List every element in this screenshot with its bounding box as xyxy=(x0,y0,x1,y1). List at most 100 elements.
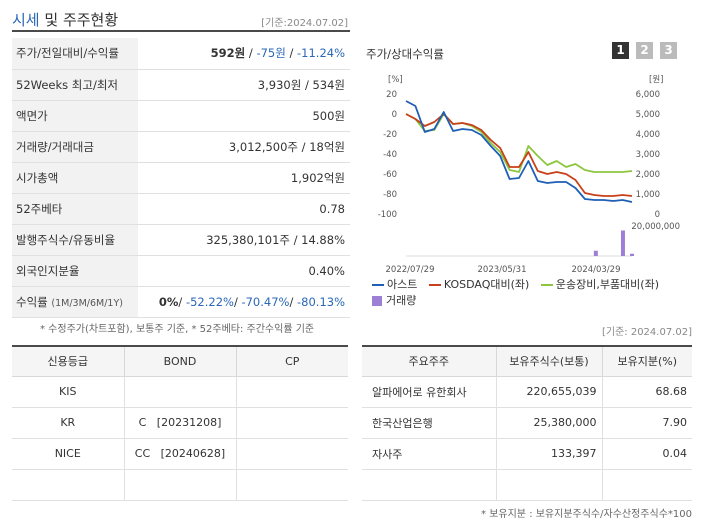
table-row: 수익률 (1M/3M/6M/1Y) 0%/ -52.22%/ -70.47%/ … xyxy=(12,286,350,318)
legend-swatch-kosdaq xyxy=(428,284,441,286)
return-label-period: (1M/3M/6M/1Y) xyxy=(51,297,123,309)
beta-label: 52주베타 xyxy=(12,193,138,225)
legend-label-stock: 아스트 xyxy=(387,278,418,291)
chart-title: 주가/상대수익률 xyxy=(366,47,444,61)
legend-swatch-sector xyxy=(540,284,553,286)
legend-label-sector: 운송장비,부품대비(좌) xyxy=(555,278,660,291)
table-row: 주가/전일대비/수익률 592원 / -75원 / -11.24% xyxy=(12,38,350,70)
holder-header-name: 주요주주 xyxy=(362,346,496,377)
y2-tick-label: 4,000 xyxy=(636,130,660,140)
legend-label-volume: 거래량 xyxy=(386,294,417,307)
rating-cp xyxy=(235,407,348,439)
y2-tick-label: 5,000 xyxy=(636,110,660,120)
par-label: 액면가 xyxy=(12,100,138,132)
x-tick-label: 2022/07/29 xyxy=(386,265,435,275)
return-label-text: 수익률 xyxy=(16,294,48,309)
rating-agency: KIS xyxy=(12,376,124,408)
y-axis-unit: [%] xyxy=(388,75,403,85)
table-row: KR C [20231208] xyxy=(12,407,348,439)
beta-value: 0.78 xyxy=(138,193,350,225)
holder-name: 한국산업은행 xyxy=(362,407,496,439)
volume-tick-label: 20,000,000 xyxy=(631,222,680,232)
rating-header-cp: CP xyxy=(235,346,348,377)
rating-cp xyxy=(235,469,348,501)
rating-cp xyxy=(235,376,348,408)
legend-item-volume: 거래량 xyxy=(372,292,416,308)
mktcap-value: 1,902억원 xyxy=(138,162,350,194)
table-row: 자사주 133,397 0.04 xyxy=(362,438,692,470)
table-header-row: 신용등급 BOND CP xyxy=(12,346,348,377)
holder-shares: 133,397 xyxy=(495,438,602,470)
chart-page-2-button[interactable]: 2 xyxy=(636,42,653,59)
price-change-pct: -11.24% xyxy=(297,46,345,61)
current-price: 592원 xyxy=(210,46,246,61)
price-chart: [%] [원] 20 0 -20 -40 -60 -80 -100 6,000 5,000 4,000… xyxy=(378,75,680,275)
week52-label: 52Weeks 최고/최저 xyxy=(12,69,138,101)
volume-bar xyxy=(630,253,634,256)
stock-info-table: 주가/전일대비/수익률 592원 / -75원 / -11.24% 52Week… xyxy=(12,38,350,318)
x-tick-label: 2024/03/29 xyxy=(572,265,621,275)
major-shareholders-table: 주요주주 보유주식수(보통) 보유지분(%) 알파에어로 유한회사 220,65… xyxy=(362,345,692,501)
y-tick-label: 0 xyxy=(392,110,397,120)
section-title-rest: 및 주주현황 xyxy=(39,11,119,29)
chart-page-1-button[interactable]: 1 xyxy=(612,42,629,59)
return-1y: -80.13% xyxy=(297,294,345,309)
section-title: 시세 및 주주현황 xyxy=(12,9,118,30)
table-row: NICE CC [20240628] xyxy=(12,438,348,470)
volume-value: 3,012,500주 / 18억원 xyxy=(138,131,350,163)
credit-rating-table: 신용등급 BOND CP KIS KR C [20231208] NICE CC… xyxy=(12,345,348,501)
series-line-sector xyxy=(405,113,633,173)
rating-agency: NICE xyxy=(12,438,124,470)
chart-panel: 주가/상대수익률 1 2 3 [%] [원] 20 0 -20 -40 -60 -80 -100… xyxy=(362,38,694,310)
price-change: -75원 xyxy=(256,46,286,61)
rating-agency: KR xyxy=(12,407,124,439)
rating-header-agency: 신용등급 xyxy=(12,346,124,377)
rating-bond: C [20231208] xyxy=(123,407,236,439)
return-label: 수익률 (1M/3M/6M/1Y) xyxy=(12,286,138,318)
y2-tick-label: 1,000 xyxy=(636,190,660,200)
volume-bar xyxy=(593,250,598,256)
table-row: 거래량/거래대금 3,012,500주 / 18억원 xyxy=(12,131,350,163)
price-label: 주가/전일대비/수익률 xyxy=(12,38,138,70)
rating-asof-date: [기준: 2024.07.02] xyxy=(601,327,692,338)
holder-name xyxy=(362,469,496,501)
table-header-row: 주요주주 보유주식수(보통) 보유지분(%) xyxy=(362,346,692,377)
legend-item-kosdaq: KOSDAQ대비(좌) xyxy=(428,276,530,292)
table-row: 시가총액 1,902억원 xyxy=(12,162,350,194)
return-1m: 0% xyxy=(158,294,179,309)
series-line-stock xyxy=(405,100,633,203)
rating-bond: CC [20240628] xyxy=(123,438,236,470)
return-3m: -52.22% xyxy=(185,294,234,309)
foreign-label: 외국인지분율 xyxy=(12,255,138,287)
table-row: 52주베타 0.78 xyxy=(12,193,350,225)
shares-label: 발행주식수/유동비율 xyxy=(12,224,138,256)
rating-bond xyxy=(123,469,236,501)
holder-shares: 220,655,039 xyxy=(495,376,602,408)
holder-pct: 0.04 xyxy=(601,438,692,470)
legend-label-kosdaq: KOSDAQ대비(좌) xyxy=(443,278,530,291)
chart-legend: 아스트 KOSDAQ대비(좌) 운송장비,부품대비(좌) 거래량 xyxy=(372,276,694,308)
rating-cp xyxy=(235,438,348,470)
table-row: 한국산업은행 25,380,000 7.90 xyxy=(362,407,692,439)
holder-pct xyxy=(601,469,692,501)
rating-bond xyxy=(123,376,236,408)
week52-value: 3,930원 / 534원 xyxy=(138,69,350,101)
volume-bar xyxy=(620,230,625,256)
holder-name: 알파에어로 유한회사 xyxy=(362,376,496,408)
section-title-accent: 시세 xyxy=(12,11,40,29)
section-header: 시세 및 주주현황 [기준:2024.07.02] xyxy=(12,6,350,32)
y2-axis-unit: [원] xyxy=(649,75,663,85)
table-row: 액면가 500원 xyxy=(12,100,350,132)
chart-page-3-button[interactable]: 3 xyxy=(660,42,677,59)
table-row: 52Weeks 최고/최저 3,930원 / 534원 xyxy=(12,69,350,101)
table-row xyxy=(362,469,692,501)
foreign-value: 0.40% xyxy=(138,255,350,287)
y2-tick-label: 6,000 xyxy=(636,90,660,100)
price-value: 592원 / -75원 / -11.24% xyxy=(138,38,350,70)
table-row: 외국인지분율 0.40% xyxy=(12,255,350,287)
legend-swatch-volume xyxy=(372,296,382,306)
holder-pct: 7.90 xyxy=(601,407,692,439)
legend-item-stock: 아스트 xyxy=(372,276,417,292)
holder-shares xyxy=(495,469,602,501)
return-value: 0%/ -52.22%/ -70.47%/ -80.13% xyxy=(138,286,350,318)
